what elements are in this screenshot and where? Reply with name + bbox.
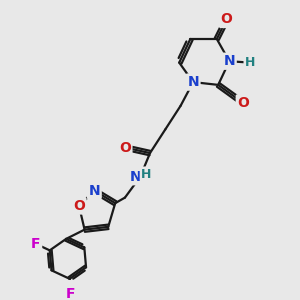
Text: N: N bbox=[129, 170, 141, 184]
Text: N: N bbox=[88, 184, 100, 198]
Text: O: O bbox=[220, 13, 232, 26]
Text: F: F bbox=[31, 237, 40, 251]
Text: H: H bbox=[141, 168, 152, 181]
Text: O: O bbox=[119, 140, 131, 154]
Text: O: O bbox=[73, 199, 85, 213]
Text: H: H bbox=[245, 56, 255, 69]
Text: N: N bbox=[224, 54, 235, 68]
Text: N: N bbox=[187, 75, 199, 89]
Text: F: F bbox=[66, 287, 76, 300]
Text: O: O bbox=[237, 96, 249, 110]
